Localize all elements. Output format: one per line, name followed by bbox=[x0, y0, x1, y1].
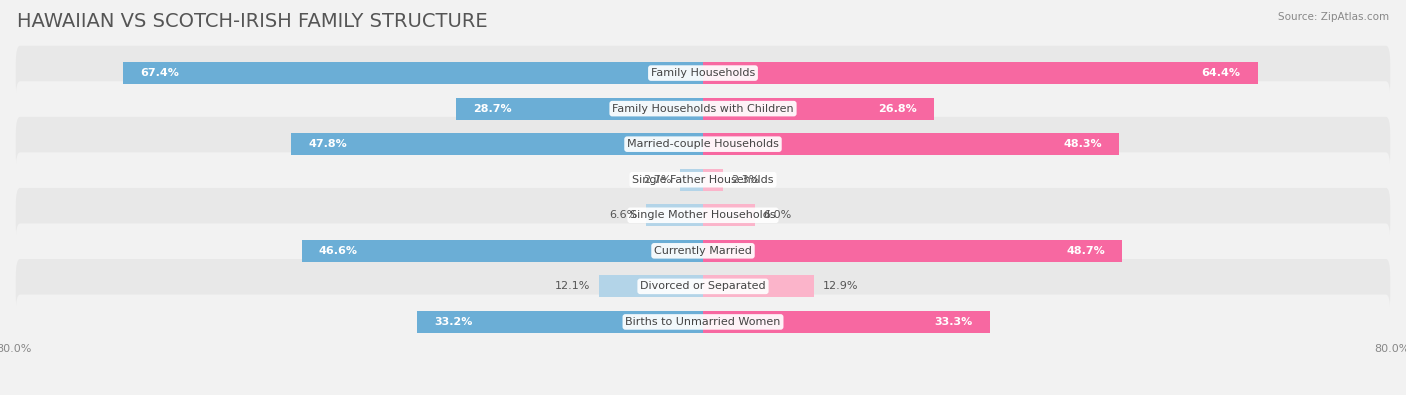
Bar bbox=[703, 240, 1122, 262]
Text: 28.7%: 28.7% bbox=[472, 103, 512, 114]
FancyBboxPatch shape bbox=[15, 224, 1391, 278]
Bar bbox=[291, 133, 703, 155]
Bar bbox=[703, 311, 990, 333]
Bar bbox=[122, 62, 703, 84]
Bar bbox=[599, 275, 703, 297]
Bar bbox=[703, 169, 723, 191]
Bar bbox=[703, 62, 1257, 84]
Text: Married-couple Households: Married-couple Households bbox=[627, 139, 779, 149]
Text: 12.1%: 12.1% bbox=[555, 281, 591, 292]
Text: 48.3%: 48.3% bbox=[1063, 139, 1102, 149]
Text: 2.3%: 2.3% bbox=[731, 175, 759, 185]
Bar bbox=[302, 240, 703, 262]
Text: Currently Married: Currently Married bbox=[654, 246, 752, 256]
Bar bbox=[703, 98, 934, 120]
Bar bbox=[703, 204, 755, 226]
Text: 46.6%: 46.6% bbox=[319, 246, 359, 256]
Text: 6.6%: 6.6% bbox=[609, 210, 637, 220]
FancyBboxPatch shape bbox=[15, 295, 1391, 349]
Text: HAWAIIAN VS SCOTCH-IRISH FAMILY STRUCTURE: HAWAIIAN VS SCOTCH-IRISH FAMILY STRUCTUR… bbox=[17, 12, 488, 31]
Text: 67.4%: 67.4% bbox=[139, 68, 179, 78]
Text: 33.3%: 33.3% bbox=[935, 317, 973, 327]
FancyBboxPatch shape bbox=[15, 81, 1391, 136]
FancyBboxPatch shape bbox=[15, 46, 1391, 100]
Text: 6.0%: 6.0% bbox=[763, 210, 792, 220]
Bar bbox=[679, 169, 703, 191]
FancyBboxPatch shape bbox=[15, 152, 1391, 207]
Text: Single Father Households: Single Father Households bbox=[633, 175, 773, 185]
Text: Single Mother Households: Single Mother Households bbox=[630, 210, 776, 220]
Bar bbox=[418, 311, 703, 333]
Text: 12.9%: 12.9% bbox=[823, 281, 858, 292]
FancyBboxPatch shape bbox=[15, 259, 1391, 314]
Text: Family Households: Family Households bbox=[651, 68, 755, 78]
Text: 64.4%: 64.4% bbox=[1201, 68, 1240, 78]
Text: 47.8%: 47.8% bbox=[308, 139, 347, 149]
Text: 33.2%: 33.2% bbox=[434, 317, 472, 327]
Text: Family Households with Children: Family Households with Children bbox=[612, 103, 794, 114]
Bar bbox=[647, 204, 703, 226]
FancyBboxPatch shape bbox=[15, 188, 1391, 243]
Bar bbox=[703, 133, 1119, 155]
Text: 48.7%: 48.7% bbox=[1066, 246, 1105, 256]
Text: Births to Unmarried Women: Births to Unmarried Women bbox=[626, 317, 780, 327]
Text: Divorced or Separated: Divorced or Separated bbox=[640, 281, 766, 292]
FancyBboxPatch shape bbox=[15, 117, 1391, 171]
Bar bbox=[456, 98, 703, 120]
Text: 26.8%: 26.8% bbox=[877, 103, 917, 114]
Bar bbox=[703, 275, 814, 297]
Text: 2.7%: 2.7% bbox=[643, 175, 671, 185]
Text: Source: ZipAtlas.com: Source: ZipAtlas.com bbox=[1278, 12, 1389, 22]
